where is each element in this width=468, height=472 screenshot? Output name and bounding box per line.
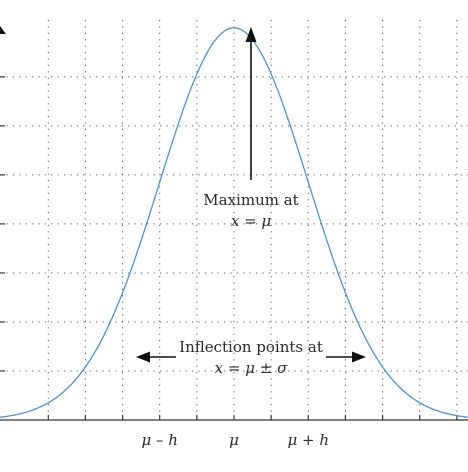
maximum-arrow-head xyxy=(245,27,257,42)
axes xyxy=(0,26,468,421)
maximum-label-line1: Maximum at xyxy=(203,191,298,209)
maximum-label-line2: x = μ xyxy=(231,212,271,230)
curve-layer xyxy=(0,27,468,418)
x-tick-label: μ + h xyxy=(288,431,330,449)
inflection-label-line2: x = μ ± σ xyxy=(215,359,288,377)
grid xyxy=(0,20,468,420)
inflection-left-arrow-head xyxy=(136,351,150,363)
gaussian-curve xyxy=(0,27,468,418)
x-tick-label: μ – h xyxy=(141,431,177,449)
tick-labels: μ – h μ μ + h xyxy=(141,431,329,449)
inflection-label-line1: Inflection points at xyxy=(179,338,323,356)
x-tick-label: μ xyxy=(229,431,239,449)
inflection-right-arrow-head xyxy=(352,351,366,363)
annotations: Maximum at x = μ Inflection points at x … xyxy=(136,27,366,377)
y-axis-arrow-icon xyxy=(0,26,6,34)
